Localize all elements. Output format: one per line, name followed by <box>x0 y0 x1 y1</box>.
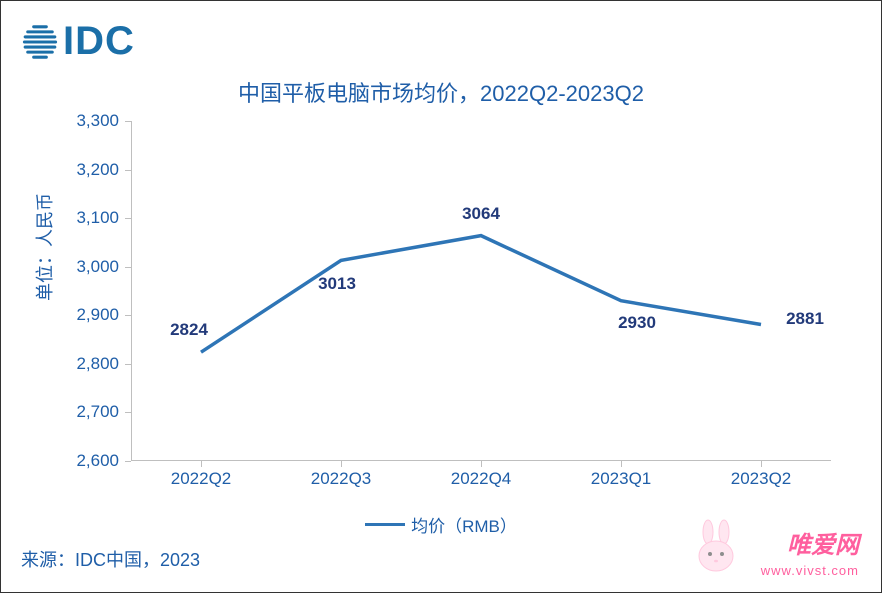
series-line <box>201 236 761 353</box>
y-axis-label: 单位：人民币 <box>31 193 57 301</box>
y-tick-label: 3,000 <box>59 257 119 277</box>
x-tick <box>761 461 762 467</box>
x-tick-label: 2022Q2 <box>171 469 232 489</box>
idc-logo-text: IDC <box>63 19 135 64</box>
y-tick-label: 3,100 <box>59 208 119 228</box>
y-tick-label: 2,600 <box>59 451 119 471</box>
y-tick <box>125 364 131 365</box>
y-tick <box>125 315 131 316</box>
watermark-url: www.vivst.com <box>761 563 859 578</box>
data-label: 2824 <box>170 320 208 340</box>
x-tick-label: 2023Q2 <box>731 469 792 489</box>
line-series-svg <box>131 121 831 461</box>
source-text: 来源：IDC中国，2023 <box>21 546 200 572</box>
y-tick <box>125 170 131 171</box>
chart-title: 中国平板电脑市场均价，2022Q2-2023Q2 <box>1 76 881 108</box>
data-label: 2930 <box>618 313 656 333</box>
y-tick <box>125 121 131 122</box>
idc-logo-stripes-icon <box>21 23 59 61</box>
y-tick-label: 2,700 <box>59 402 119 422</box>
x-tick <box>341 461 342 467</box>
data-label: 2881 <box>786 309 824 329</box>
y-tick-label: 3,300 <box>59 111 119 131</box>
bunny-icon <box>686 518 746 578</box>
y-tick <box>125 412 131 413</box>
x-tick-label: 2022Q3 <box>311 469 372 489</box>
data-label: 3064 <box>462 204 500 224</box>
y-tick <box>125 218 131 219</box>
x-tick <box>621 461 622 467</box>
legend-swatch <box>365 523 405 526</box>
legend-label: 均价（RMB） <box>411 512 517 537</box>
y-tick <box>125 267 131 268</box>
y-tick-label: 2,800 <box>59 354 119 374</box>
y-tick <box>125 461 131 462</box>
chart-plot-area: 2,6002,7002,8002,9003,0003,1003,2003,300… <box>131 121 831 461</box>
watermark-text: 唯爱网 <box>787 525 859 560</box>
x-tick <box>481 461 482 467</box>
legend: 均价（RMB） <box>1 512 881 537</box>
x-tick <box>201 461 202 467</box>
y-tick-label: 2,900 <box>59 305 119 325</box>
data-label: 3013 <box>318 274 356 294</box>
y-tick-label: 3,200 <box>59 160 119 180</box>
idc-logo: IDC <box>21 19 135 64</box>
x-tick-label: 2022Q4 <box>451 469 512 489</box>
x-tick-label: 2023Q1 <box>591 469 652 489</box>
